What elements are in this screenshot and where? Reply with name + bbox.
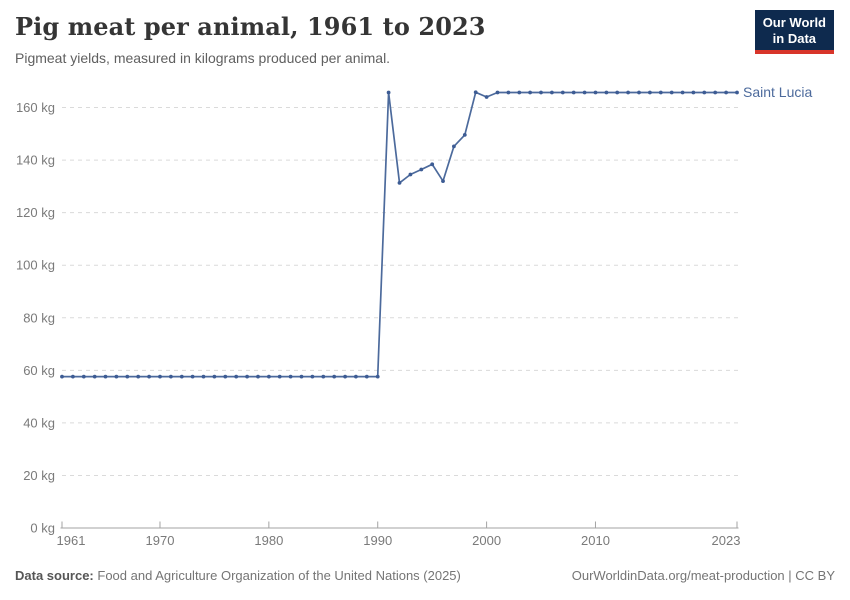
data-point-marker bbox=[517, 90, 522, 95]
data-point-marker bbox=[158, 374, 162, 379]
data-point-marker bbox=[452, 144, 456, 149]
data-point-marker bbox=[462, 133, 467, 137]
data-source-note: Data source: Food and Agriculture Organi… bbox=[15, 568, 461, 583]
page-subtitle: Pigmeat yields, measured in kilograms pr… bbox=[15, 50, 391, 66]
data-point-marker bbox=[267, 374, 271, 379]
x-tick-label: 1970 bbox=[146, 533, 175, 548]
data-point-marker bbox=[658, 90, 663, 95]
data-point-marker bbox=[713, 90, 718, 95]
data-point-marker bbox=[364, 374, 369, 379]
data-source-text: Food and Agriculture Organization of the… bbox=[97, 568, 461, 583]
data-point-marker bbox=[397, 181, 402, 185]
data-source-label: Data source: bbox=[15, 568, 94, 583]
owid-logo[interactable]: Our World in Data bbox=[754, 10, 834, 54]
data-point-marker bbox=[506, 90, 511, 95]
data-point-marker bbox=[288, 374, 293, 379]
data-line bbox=[61, 91, 738, 378]
data-point-marker bbox=[190, 374, 195, 379]
data-point-marker bbox=[169, 374, 173, 379]
data-point-marker bbox=[724, 90, 728, 95]
x-tick-label: 1980 bbox=[254, 533, 283, 548]
data-point-marker bbox=[299, 374, 304, 379]
data-point-marker bbox=[179, 374, 184, 379]
data-point-marker bbox=[473, 90, 478, 95]
data-point-marker bbox=[386, 90, 391, 95]
data-point-marker bbox=[528, 90, 532, 95]
x-tick-label: 2000 bbox=[472, 533, 501, 548]
y-tick-label: 60 kg bbox=[23, 363, 55, 378]
x-tick-label: 1961 bbox=[57, 533, 86, 548]
data-point-marker bbox=[212, 374, 217, 379]
data-point-marker bbox=[550, 90, 554, 95]
x-tick-label: 2023 bbox=[712, 533, 741, 548]
y-tick-label: 120 kg bbox=[16, 205, 55, 220]
owid-logo-line2: in Data bbox=[772, 31, 817, 46]
data-point-marker bbox=[354, 374, 358, 379]
data-point-marker bbox=[702, 90, 707, 95]
data-point-marker bbox=[332, 374, 337, 379]
data-point-marker bbox=[648, 90, 652, 95]
data-point-marker bbox=[114, 374, 119, 379]
series-label: Saint Lucia bbox=[743, 84, 813, 100]
data-point-marker bbox=[321, 374, 326, 379]
data-point-marker bbox=[560, 90, 565, 95]
data-point-marker bbox=[223, 374, 228, 379]
x-tick-label: 1990 bbox=[363, 533, 392, 548]
x-tick-label: 2010 bbox=[581, 533, 610, 548]
data-point-marker bbox=[136, 374, 141, 379]
data-point-marker bbox=[234, 374, 239, 379]
data-point-marker bbox=[539, 90, 543, 95]
data-point-marker bbox=[680, 90, 685, 95]
data-point-marker bbox=[735, 90, 739, 95]
data-point-marker bbox=[375, 374, 380, 379]
data-point-marker bbox=[60, 374, 64, 379]
y-tick-label: 80 kg bbox=[23, 310, 55, 325]
data-point-marker bbox=[256, 374, 260, 379]
y-tick-label: 0 kg bbox=[30, 521, 55, 536]
data-point-marker bbox=[201, 374, 206, 379]
data-point-marker bbox=[430, 162, 435, 167]
data-point-marker bbox=[310, 374, 315, 379]
data-point-marker bbox=[71, 374, 75, 379]
y-tick-label: 160 kg bbox=[16, 100, 55, 115]
y-tick-label: 40 kg bbox=[23, 415, 55, 430]
data-point-marker bbox=[626, 90, 630, 95]
data-point-marker bbox=[495, 90, 500, 95]
data-point-marker bbox=[637, 90, 641, 95]
data-point-marker bbox=[147, 374, 152, 379]
data-point-marker bbox=[441, 179, 445, 184]
data-point-marker bbox=[125, 374, 130, 379]
data-point-marker bbox=[604, 90, 609, 95]
data-point-marker bbox=[571, 90, 576, 95]
owid-logo-line1: Our World bbox=[762, 15, 826, 30]
data-point-marker bbox=[408, 172, 413, 177]
data-point-marker bbox=[277, 374, 282, 379]
y-tick-label: 100 kg bbox=[16, 258, 55, 273]
data-point-marker bbox=[343, 374, 347, 379]
page-title: Pig meat per animal, 1961 to 2023 bbox=[15, 12, 486, 41]
y-tick-label: 20 kg bbox=[23, 468, 55, 483]
data-point-marker bbox=[691, 90, 696, 95]
chart-footer: Data source: Food and Agriculture Organi… bbox=[15, 568, 835, 583]
owid-citation-link[interactable]: OurWorldinData.org/meat-production | CC … bbox=[571, 568, 835, 583]
data-point-marker bbox=[669, 90, 674, 95]
data-point-marker bbox=[103, 374, 108, 379]
data-point-marker bbox=[615, 90, 620, 95]
data-point-marker bbox=[419, 167, 424, 172]
data-point-marker bbox=[593, 90, 598, 95]
data-point-marker bbox=[81, 374, 86, 379]
data-point-marker bbox=[484, 95, 489, 99]
data-point-marker bbox=[582, 90, 587, 95]
data-point-marker bbox=[245, 374, 250, 379]
y-tick-label: 140 kg bbox=[16, 153, 55, 168]
data-point-marker bbox=[92, 374, 97, 379]
